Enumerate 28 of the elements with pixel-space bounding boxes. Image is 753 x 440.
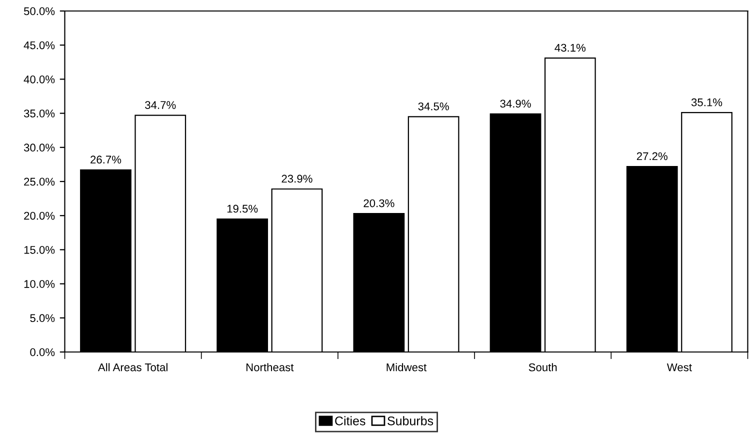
y-tick-label: 30.0% xyxy=(24,144,55,152)
data-label: 35.1% xyxy=(691,98,722,106)
y-tick-label: 45.0% xyxy=(24,41,55,50)
y-tick-label: 0.0% xyxy=(30,348,55,356)
data-label: 34.7% xyxy=(145,101,176,109)
y-tick-label: 40.0% xyxy=(24,75,55,84)
legend-label: Suburbs xyxy=(388,416,434,426)
x-tick-label: Northeast xyxy=(246,363,294,372)
data-label: 19.5% xyxy=(227,204,258,213)
data-label: 34.5% xyxy=(418,102,449,110)
legend-label: Cities xyxy=(335,416,366,426)
data-label: 26.7% xyxy=(90,156,122,164)
data-label: 27.2% xyxy=(636,152,668,160)
y-tick-label: 50.0% xyxy=(24,7,55,16)
y-tick-label: 35.0% xyxy=(24,110,55,118)
data-label: 23.9% xyxy=(282,174,312,183)
y-tick-label: 5.0% xyxy=(30,314,55,322)
data-label: 43.1% xyxy=(554,44,586,52)
x-tick-label: West xyxy=(666,364,692,372)
y-tick-label: 25.0% xyxy=(24,178,55,186)
y-tick-label: 15.0% xyxy=(24,246,55,254)
y-tick-label: 10.0% xyxy=(24,280,55,288)
data-label: 34.9% xyxy=(500,100,531,108)
x-tick-label: South xyxy=(528,363,557,372)
data-label: 20.3% xyxy=(364,199,394,208)
y-tick-label: 20.0% xyxy=(24,212,55,220)
x-tick-label: Midwest xyxy=(386,363,427,372)
x-tick-label: All Areas Total xyxy=(98,363,168,372)
